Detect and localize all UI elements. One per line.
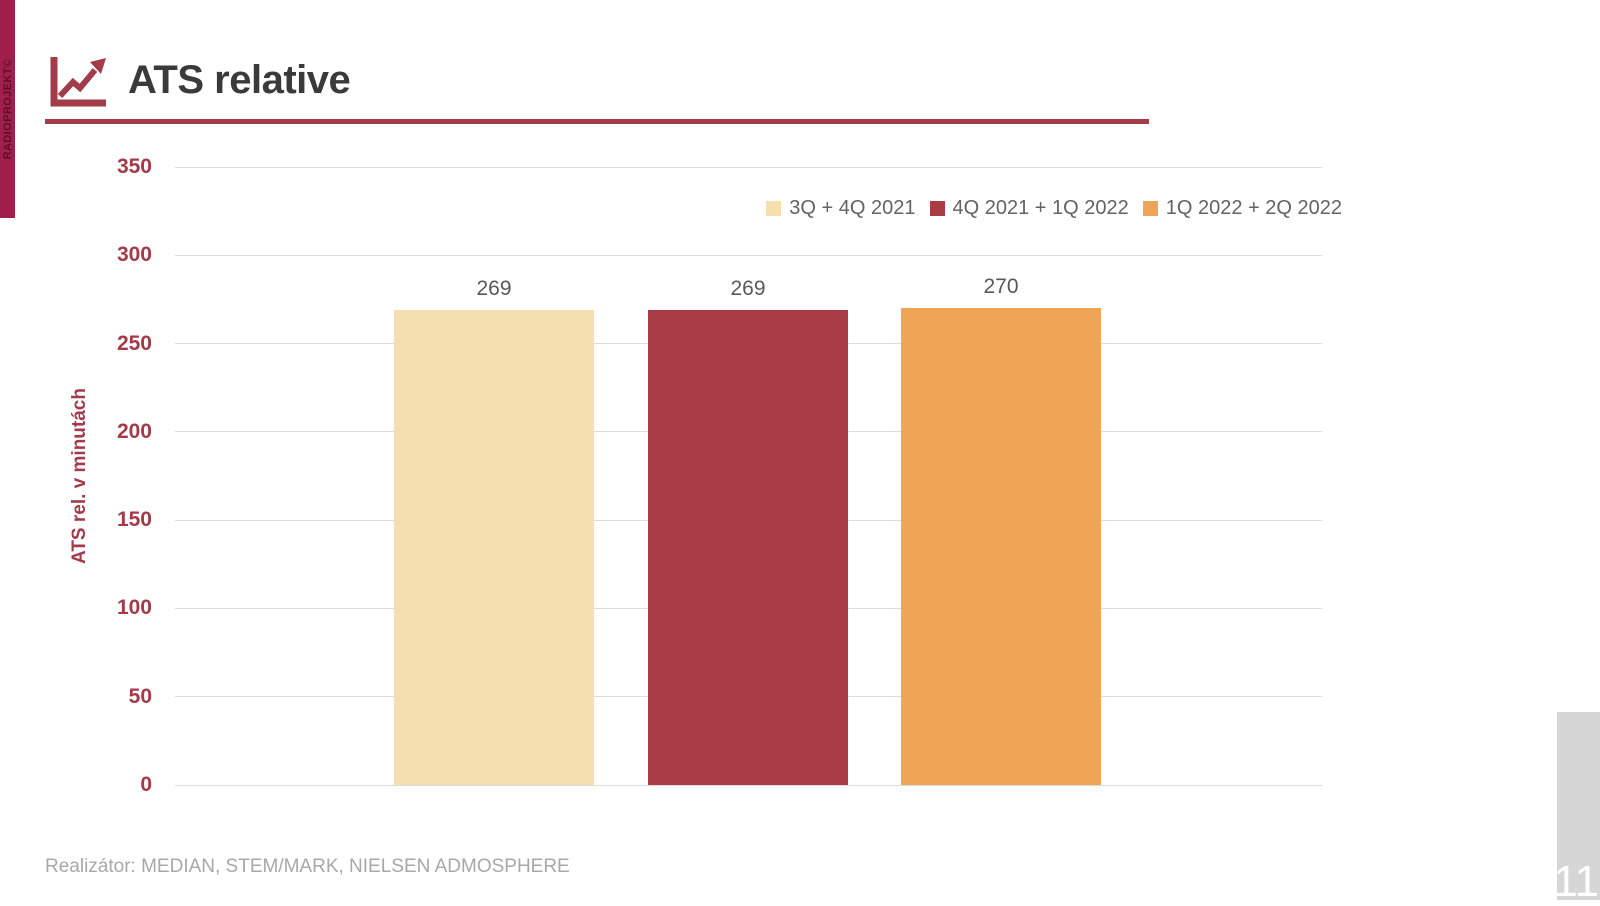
y-tick-label-50: 50 [128,684,152,708]
y-tick-label-150: 150 [116,508,152,532]
legend-item: 4Q 2021 + 1Q 2022 [929,196,1129,220]
legend-label: 1Q 2022 + 2Q 2022 [1165,196,1342,219]
gridline-350 [175,166,1322,168]
gridline-0 [175,784,1322,786]
y-tick-label-200: 200 [116,419,152,443]
bar-value-label: 269 [730,277,766,301]
page-number: 11 [1553,857,1599,906]
bar-4Q 2021 + 1Q 2022 [648,310,848,785]
bar-value-label: 269 [476,277,512,301]
title-underline [45,119,1149,124]
page-number-tab: 11 [1553,712,1600,904]
legend-label: 4Q 2021 + 1Q 2022 [952,196,1129,219]
legend-item: 1Q 2022 + 2Q 2022 [1142,196,1342,220]
line-chart-icon [50,57,106,107]
bar-1Q 2022 + 2Q 2022 [901,308,1101,785]
legend-item: 3Q + 4Q 2021 [766,196,916,220]
page-title: ATS relative [128,58,351,102]
bar-value-label: 270 [983,275,1019,299]
y-tick-label-350: 350 [116,155,152,178]
legend-swatch-icon [766,200,782,216]
source-attribution: Realizátor: MEDIAN, STEM/MARK, NIELSEN A… [45,856,570,877]
brand-ribbon: RADIOPROJEKT© [0,0,15,218]
legend-swatch-icon [929,200,945,216]
y-tick-label-100: 100 [116,596,152,620]
y-tick-label-300: 300 [116,243,152,267]
legend-swatch-icon [1142,200,1158,216]
legend-label: 3Q + 4Q 2021 [789,196,916,219]
chart-legend: 3Q + 4Q 2021 4Q 2021 + 1Q 2022 1Q 2022 + 2… [766,196,1342,220]
y-tick-label-0: 0 [140,773,152,796]
bar-3Q + 4Q 2021 [394,310,594,785]
y-axis-title: ATS rel. v minutách [69,388,90,564]
y-tick-label-250: 250 [116,331,152,355]
gridline-300 [175,254,1322,256]
